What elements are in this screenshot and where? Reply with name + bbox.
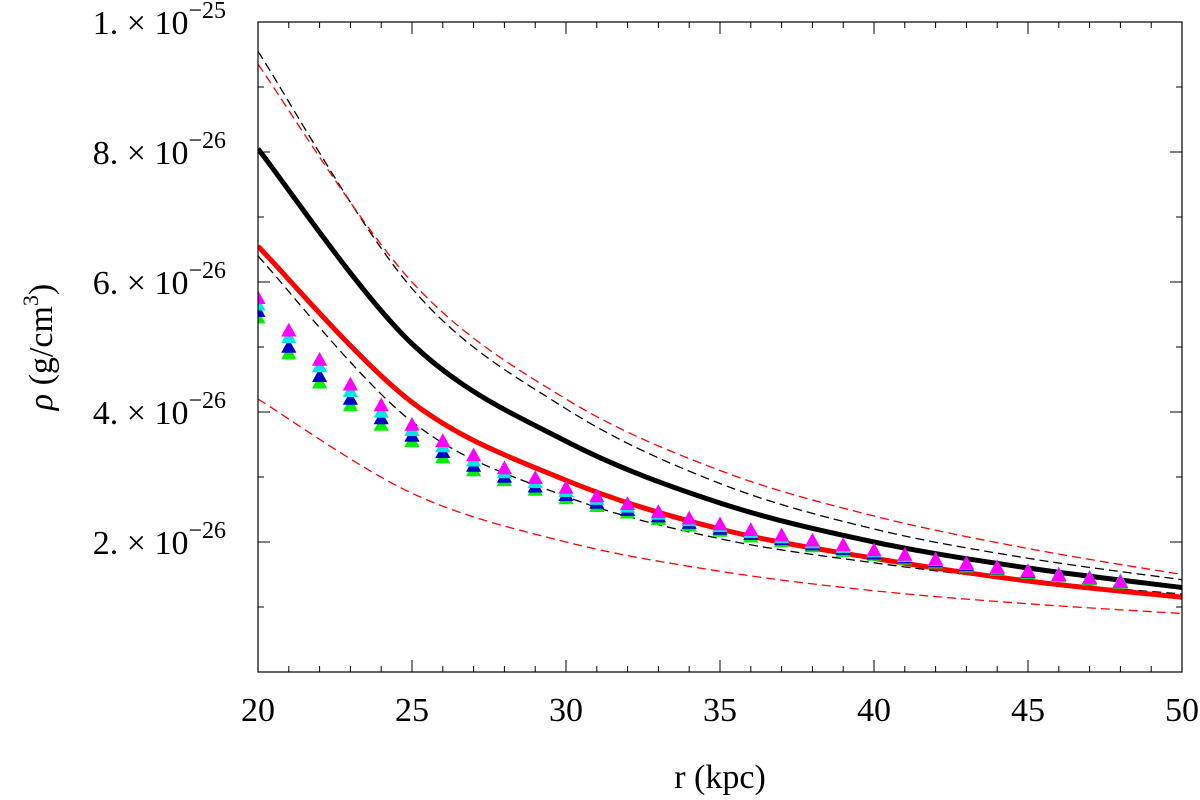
y-axis-label-units: (g/cm (23, 306, 60, 394)
data-point (866, 542, 882, 557)
y-tick-label: 1. × 10−25 (93, 0, 226, 42)
x-tick-label: 50 (1165, 692, 1199, 729)
y-tick-label: 6. × 10−26 (93, 258, 226, 302)
series-0 (258, 309, 1128, 589)
x-tick-label: 40 (857, 692, 891, 729)
data-point (774, 527, 790, 542)
data-point (466, 447, 482, 462)
curve-dashed-4 (258, 63, 1182, 576)
y-tick-label: 8. × 10−26 (93, 128, 226, 172)
data-point (312, 368, 328, 383)
x-tick-label: 30 (549, 692, 583, 729)
data-point (404, 417, 420, 431)
y-axis-label-symbol: ρ (23, 394, 60, 411)
data-point (712, 516, 728, 531)
y-tick-label: 4. × 10−26 (93, 388, 226, 432)
y-axis-label: ρ (g/cm3) (18, 284, 60, 411)
series-3 (258, 290, 1128, 589)
plot-frame (257, 21, 1183, 673)
data-point (558, 480, 574, 494)
data-point (681, 510, 697, 525)
data-point (897, 547, 913, 561)
y-tick-label: 2. × 10−26 (93, 518, 226, 562)
data-point (804, 532, 820, 547)
data-point (281, 339, 297, 353)
data-point (958, 555, 974, 570)
y-tick-labels: 2. × 10−26 4. × 10−26 6. × 10−26 8. × 10−26… (93, 0, 226, 562)
curve-dashed-2 (258, 50, 1182, 581)
data-point (342, 391, 358, 405)
data-point (342, 376, 358, 391)
curve-dashed-3 (258, 255, 1182, 595)
x-axis-label: r (kpc) (674, 759, 766, 796)
x-tick-label: 20 (241, 692, 275, 729)
series-1 (258, 303, 1128, 588)
axis-ticks (257, 21, 1183, 672)
x-tick-label: 45 (1011, 692, 1045, 729)
data-point (620, 496, 636, 511)
curve-solid-1 (258, 244, 1182, 600)
data-point (1112, 574, 1128, 589)
data-point (1020, 563, 1036, 578)
data-point (496, 460, 512, 475)
x-tick-label: 25 (395, 692, 429, 729)
data-point (312, 352, 328, 366)
data-point (989, 559, 1005, 574)
series-2 (258, 296, 1128, 587)
x-tick-labels: 20 25 30 35 40 45 50 (241, 692, 1199, 729)
data-point (1051, 567, 1067, 581)
data-point (281, 322, 297, 337)
data-point (928, 551, 944, 566)
data-point (373, 397, 389, 412)
data-point (589, 488, 605, 503)
y-axis-label-close: ) (23, 284, 60, 295)
data-point (1082, 570, 1098, 585)
data-point (835, 537, 851, 552)
x-tick-label: 35 (703, 692, 737, 729)
data-point (527, 470, 543, 485)
data-point (743, 522, 759, 537)
data-point (258, 290, 266, 305)
data-point (650, 504, 666, 518)
y-axis-label-exponent: 3 (18, 295, 43, 306)
data-point (435, 433, 451, 448)
data-point-series (258, 290, 1128, 589)
